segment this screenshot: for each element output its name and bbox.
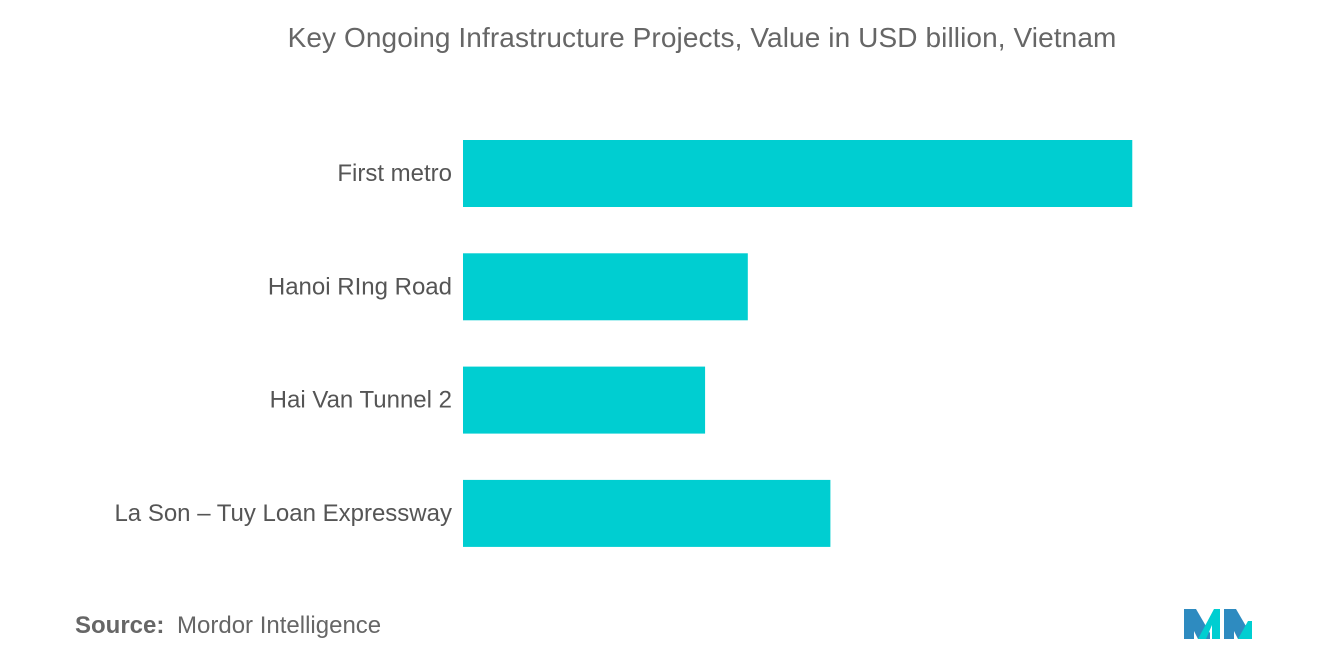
category-label-3: La Son – Tuy Loan Expressway <box>114 500 452 527</box>
mordor-intelligence-logo-icon <box>1184 609 1252 639</box>
category-label-1: Hanoi RIng Road <box>268 273 452 300</box>
bar-chart: First metro Hanoi RIng Road Hai Van Tunnel… <box>114 140 1133 547</box>
category-label-2: Hai Van Tunnel 2 <box>270 387 452 414</box>
bar-1 <box>463 253 748 321</box>
chart-title: Key Ongoing Infrastructure Projects, Val… <box>287 22 1117 53</box>
source-label: Source: <box>75 612 165 639</box>
bar-3 <box>463 479 831 547</box>
source-note: Source: Mordor Intelligence <box>75 612 381 640</box>
bar-2 <box>463 366 706 434</box>
category-label-0: First metro <box>337 160 452 187</box>
source-text: Mordor Intelligence <box>177 612 382 639</box>
bar-0 <box>463 140 1133 207</box>
